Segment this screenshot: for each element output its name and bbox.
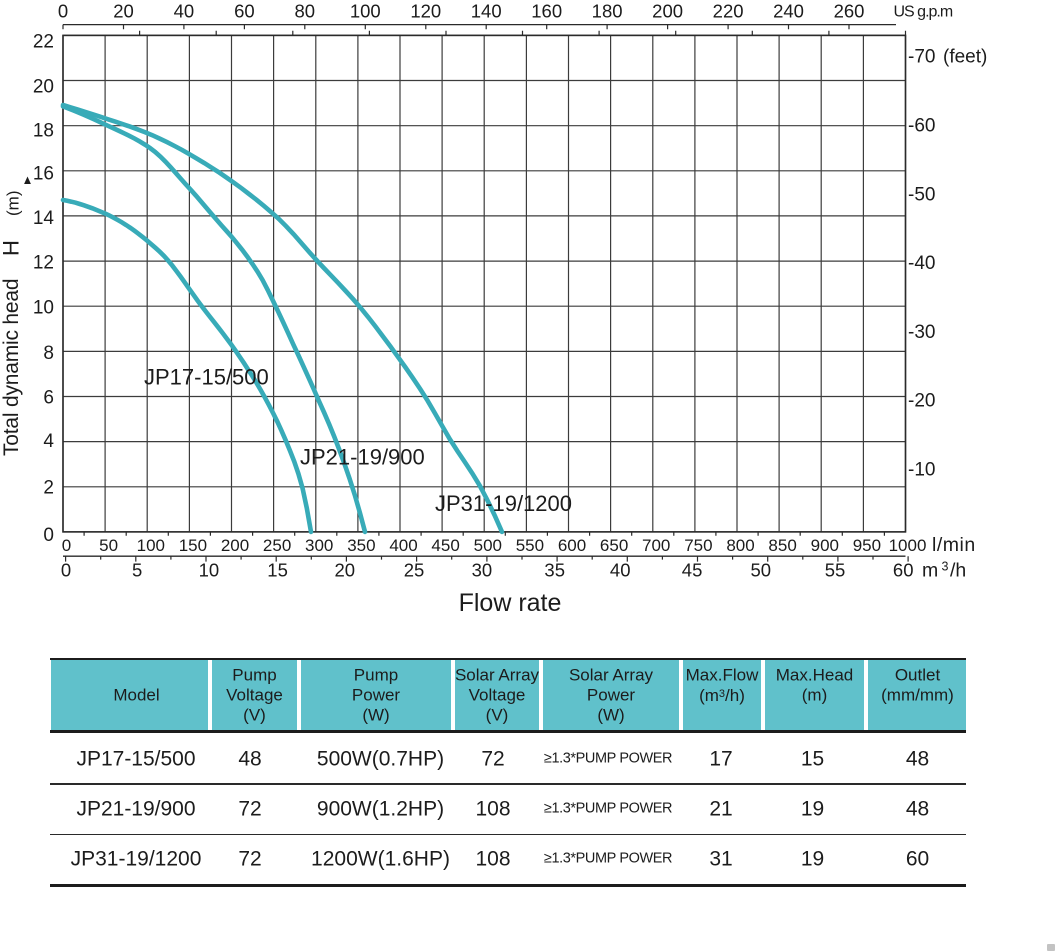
svg-text:260: 260 (834, 1, 865, 22)
svg-text:Total dynamic head: Total dynamic head (0, 279, 23, 456)
svg-text:0: 0 (43, 525, 54, 546)
svg-text:-70: -70 (908, 47, 935, 68)
svg-text:JP17-15/500: JP17-15/500 (144, 365, 269, 390)
svg-text:50: 50 (751, 559, 772, 580)
svg-text:-30: -30 (908, 322, 935, 343)
svg-text:22: 22 (33, 31, 54, 52)
svg-text:10: 10 (33, 298, 54, 319)
svg-text:300: 300 (305, 536, 333, 555)
svg-text:750: 750 (684, 536, 712, 555)
svg-text:0: 0 (58, 1, 68, 22)
svg-text:JP31-19/1200: JP31-19/1200 (435, 491, 572, 516)
svg-text:400: 400 (389, 536, 417, 555)
svg-text:-20: -20 (908, 391, 935, 412)
svg-text:US g.p.m: US g.p.m (894, 4, 953, 21)
svg-text:200: 200 (652, 1, 683, 22)
svg-text:H: H (0, 240, 24, 256)
svg-text:18: 18 (33, 121, 54, 142)
svg-text:160: 160 (531, 1, 562, 22)
svg-text:800: 800 (726, 536, 754, 555)
svg-text:m: m (922, 559, 938, 581)
svg-text:-50: -50 (908, 184, 935, 205)
svg-text:500: 500 (474, 536, 502, 555)
svg-text:2: 2 (43, 478, 54, 499)
svg-text:250: 250 (263, 536, 291, 555)
svg-text:100: 100 (350, 1, 381, 22)
svg-text:100: 100 (137, 536, 165, 555)
svg-text:240: 240 (773, 1, 804, 22)
svg-text:950: 950 (853, 536, 881, 555)
svg-text:40: 40 (174, 1, 195, 22)
svg-text:600: 600 (558, 536, 586, 555)
svg-text:20: 20 (33, 77, 54, 98)
svg-text:12: 12 (33, 252, 54, 273)
svg-text:45: 45 (682, 559, 703, 580)
svg-text:140: 140 (471, 1, 502, 22)
svg-text:350: 350 (347, 536, 375, 555)
svg-text:40: 40 (610, 559, 631, 580)
svg-text:900: 900 (811, 536, 839, 555)
svg-text:16: 16 (33, 163, 54, 184)
svg-text:JP21-19/900: JP21-19/900 (300, 445, 425, 470)
svg-text:Flow rate: Flow rate (459, 589, 562, 617)
svg-text:700: 700 (642, 536, 670, 555)
svg-text:3: 3 (942, 560, 949, 574)
svg-text:-10: -10 (908, 459, 935, 480)
svg-text:10: 10 (199, 559, 220, 580)
svg-text:60: 60 (234, 1, 255, 22)
svg-text:60: 60 (893, 559, 914, 580)
svg-text:/h: /h (950, 559, 966, 581)
svg-text:200: 200 (221, 536, 249, 555)
svg-text:5: 5 (132, 559, 142, 580)
svg-text:0: 0 (62, 536, 71, 555)
svg-text:-60: -60 (908, 116, 935, 137)
svg-text:4: 4 (43, 431, 54, 452)
svg-text:l/min: l/min (932, 534, 976, 556)
svg-text:20: 20 (335, 559, 356, 580)
svg-text:850: 850 (768, 536, 796, 555)
svg-text:120: 120 (410, 1, 441, 22)
svg-text:-40: -40 (908, 253, 935, 274)
svg-text:8: 8 (43, 343, 54, 364)
svg-text:55: 55 (825, 559, 846, 580)
svg-text:220: 220 (713, 1, 744, 22)
svg-text:150: 150 (179, 536, 207, 555)
svg-text:35: 35 (544, 559, 565, 580)
svg-text:30: 30 (472, 559, 493, 580)
svg-text:6: 6 (43, 387, 54, 408)
svg-text:15: 15 (267, 559, 288, 580)
svg-text:1000: 1000 (889, 536, 927, 555)
svg-text:650: 650 (600, 536, 628, 555)
svg-text:20: 20 (113, 1, 134, 22)
svg-text:450: 450 (431, 536, 459, 555)
svg-text:0: 0 (61, 559, 71, 580)
svg-text:180: 180 (592, 1, 623, 22)
svg-text:14: 14 (33, 208, 55, 229)
svg-text:50: 50 (99, 536, 118, 555)
svg-text:(feet): (feet) (943, 47, 987, 68)
svg-text:(m): (m) (4, 191, 23, 216)
svg-text:25: 25 (404, 559, 425, 580)
svg-text:550: 550 (516, 536, 544, 555)
svg-text:80: 80 (295, 1, 316, 22)
